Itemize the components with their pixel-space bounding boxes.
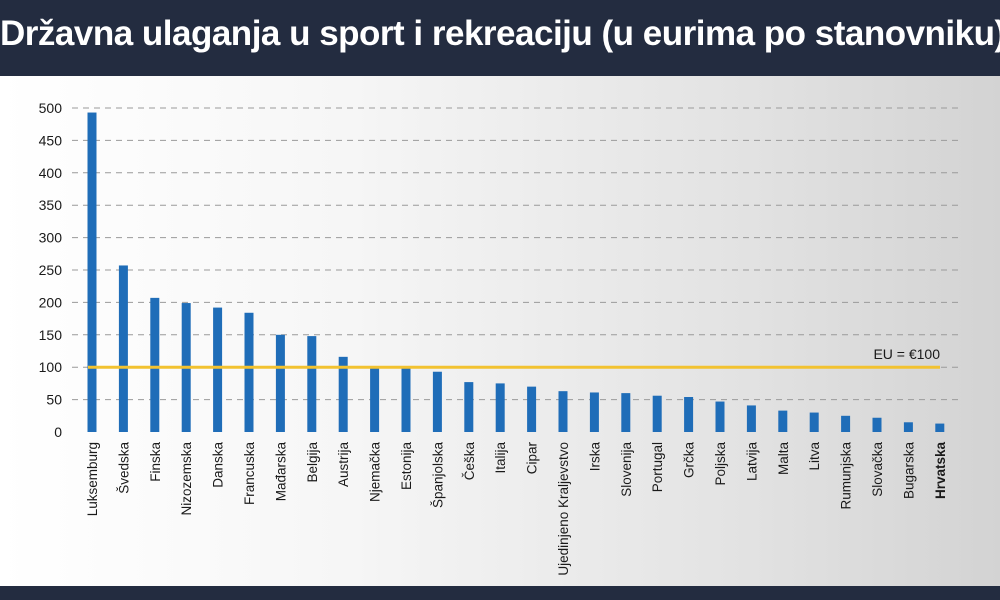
y-tick-label: 50 bbox=[46, 392, 62, 408]
bar bbox=[275, 334, 285, 432]
x-category-label: Poljska bbox=[713, 442, 728, 486]
y-tick-label: 150 bbox=[39, 327, 63, 343]
bar bbox=[87, 112, 97, 432]
bar bbox=[778, 410, 788, 432]
x-category-label: Austrija bbox=[336, 442, 351, 488]
bars bbox=[87, 112, 945, 432]
x-category-label: Danska bbox=[211, 442, 226, 488]
bar bbox=[432, 371, 442, 432]
y-tick-label: 450 bbox=[39, 132, 63, 148]
x-category-label: Malta bbox=[776, 442, 791, 476]
bar bbox=[495, 383, 505, 432]
bar bbox=[935, 423, 945, 432]
x-category-label: Grčka bbox=[682, 442, 697, 478]
x-axis-labels: Luksemburg Švedska Finska Nizozemska Danska F… bbox=[85, 442, 948, 576]
bar-chart: 0 50 100 150 200 250 300 350 400 450 500 EU = €100… bbox=[39, 100, 960, 576]
bar bbox=[809, 412, 819, 432]
x-category-label: Irska bbox=[587, 442, 602, 472]
y-axis-ticks: 0 50 100 150 200 250 300 350 400 450 500 bbox=[39, 100, 63, 440]
y-tick-label: 250 bbox=[39, 262, 63, 278]
x-category-label: Litva bbox=[807, 442, 822, 471]
bar bbox=[558, 391, 568, 432]
y-tick-label: 300 bbox=[39, 230, 63, 246]
chart-panel: 0 50 100 150 200 250 300 350 400 450 500 EU = €100… bbox=[0, 76, 1000, 586]
x-category-label: Mađarska bbox=[273, 442, 288, 502]
bar bbox=[715, 401, 725, 432]
x-category-label: Njemačka bbox=[368, 442, 383, 503]
x-category-label: Latvija bbox=[744, 442, 759, 482]
bar bbox=[370, 367, 380, 432]
bar bbox=[464, 382, 474, 432]
bar bbox=[150, 297, 160, 432]
bar bbox=[841, 415, 851, 432]
bar bbox=[652, 395, 662, 432]
x-category-label: Češka bbox=[462, 442, 477, 481]
bar bbox=[401, 368, 411, 432]
bar bbox=[118, 265, 128, 432]
x-category-label: Rumunjska bbox=[839, 442, 854, 510]
x-category-label: Nizozemska bbox=[179, 442, 194, 516]
x-category-label: Finska bbox=[148, 442, 163, 482]
x-category-label: Luksemburg bbox=[85, 442, 100, 516]
bar bbox=[527, 386, 537, 432]
bar bbox=[872, 417, 882, 432]
bar bbox=[684, 397, 694, 432]
x-category-label: Španjolska bbox=[430, 442, 445, 509]
x-category-label: Italija bbox=[493, 442, 508, 474]
y-tick-label: 200 bbox=[39, 294, 63, 310]
x-category-label: Portugal bbox=[650, 442, 665, 492]
y-tick-label: 400 bbox=[39, 165, 63, 181]
footer-bar bbox=[0, 586, 1000, 600]
bar bbox=[244, 312, 254, 432]
bar bbox=[746, 405, 756, 432]
x-category-label: Francuska bbox=[242, 442, 257, 506]
x-category-label: Cipar bbox=[525, 442, 540, 475]
x-category-label: Hrvatska bbox=[933, 442, 948, 500]
bar bbox=[621, 393, 631, 432]
x-category-label: Estonija bbox=[399, 442, 414, 491]
bar bbox=[903, 422, 913, 432]
x-category-label: Bugarska bbox=[901, 442, 916, 500]
header-bar: Državna ulaganja u sport i rekreaciju (u… bbox=[0, 0, 1000, 76]
y-tick-label: 350 bbox=[39, 197, 63, 213]
bar bbox=[213, 307, 223, 432]
x-category-label: Belgija bbox=[305, 442, 320, 483]
bar bbox=[307, 336, 317, 432]
bar bbox=[338, 356, 348, 432]
bar bbox=[589, 392, 599, 432]
gridlines bbox=[72, 107, 960, 401]
x-category-label: Švedska bbox=[116, 442, 131, 494]
y-tick-label: 500 bbox=[39, 100, 63, 116]
y-tick-label: 0 bbox=[54, 424, 62, 440]
x-category-label: Slovačka bbox=[870, 442, 885, 497]
y-tick-label: 100 bbox=[39, 359, 63, 375]
reference-line-group: EU = €100 bbox=[88, 346, 940, 369]
page-title: Državna ulaganja u sport i rekreaciju (u… bbox=[0, 14, 1000, 53]
x-category-label: Slovenija bbox=[619, 442, 634, 497]
reference-line-label: EU = €100 bbox=[873, 346, 940, 362]
x-category-label: Ujedinjeno Kraljevstvo bbox=[556, 442, 571, 576]
